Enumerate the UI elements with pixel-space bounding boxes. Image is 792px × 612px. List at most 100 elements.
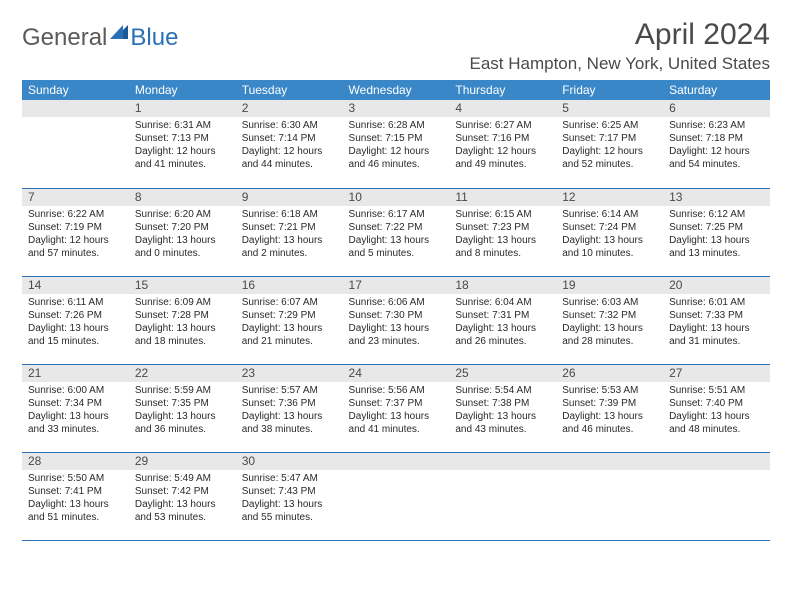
daylight-text: Daylight: 13 hours and 15 minutes. (28, 322, 123, 348)
calendar-day-cell: 28Sunrise: 5:50 AMSunset: 7:41 PMDayligh… (22, 452, 129, 540)
sunrise-text: Sunrise: 6:12 AM (669, 208, 764, 221)
daylight-text: Daylight: 13 hours and 0 minutes. (135, 234, 230, 260)
sunset-text: Sunset: 7:23 PM (455, 221, 550, 234)
sunrise-text: Sunrise: 6:25 AM (562, 119, 657, 132)
day-details: Sunrise: 6:18 AMSunset: 7:21 PMDaylight:… (236, 206, 343, 264)
sunset-text: Sunset: 7:42 PM (135, 485, 230, 498)
calendar-day-cell: 24Sunrise: 5:56 AMSunset: 7:37 PMDayligh… (343, 364, 450, 452)
day-details: Sunrise: 6:03 AMSunset: 7:32 PMDaylight:… (556, 294, 663, 352)
sunset-text: Sunset: 7:17 PM (562, 132, 657, 145)
day-details: Sunrise: 6:23 AMSunset: 7:18 PMDaylight:… (663, 117, 770, 175)
day-number: 4 (449, 100, 556, 117)
calendar-day-cell: 20Sunrise: 6:01 AMSunset: 7:33 PMDayligh… (663, 276, 770, 364)
sunset-text: Sunset: 7:26 PM (28, 309, 123, 322)
day-number: 19 (556, 277, 663, 294)
calendar-week-row: 28Sunrise: 5:50 AMSunset: 7:41 PMDayligh… (22, 452, 770, 540)
sunrise-text: Sunrise: 5:56 AM (349, 384, 444, 397)
sunset-text: Sunset: 7:30 PM (349, 309, 444, 322)
daylight-text: Daylight: 13 hours and 53 minutes. (135, 498, 230, 524)
day-details: Sunrise: 5:51 AMSunset: 7:40 PMDaylight:… (663, 382, 770, 440)
calendar-day-cell: 22Sunrise: 5:59 AMSunset: 7:35 PMDayligh… (129, 364, 236, 452)
calendar-day-cell: 11Sunrise: 6:15 AMSunset: 7:23 PMDayligh… (449, 188, 556, 276)
day-number: 26 (556, 365, 663, 382)
day-details: Sunrise: 5:59 AMSunset: 7:35 PMDaylight:… (129, 382, 236, 440)
day-number: 10 (343, 189, 450, 206)
daylight-text: Daylight: 13 hours and 48 minutes. (669, 410, 764, 436)
sunrise-text: Sunrise: 5:59 AM (135, 384, 230, 397)
sunset-text: Sunset: 7:25 PM (669, 221, 764, 234)
sunset-text: Sunset: 7:33 PM (669, 309, 764, 322)
calendar-body: 1Sunrise: 6:31 AMSunset: 7:13 PMDaylight… (22, 100, 770, 540)
day-number: 11 (449, 189, 556, 206)
day-number: 25 (449, 365, 556, 382)
sunset-text: Sunset: 7:39 PM (562, 397, 657, 410)
day-details: Sunrise: 5:49 AMSunset: 7:42 PMDaylight:… (129, 470, 236, 528)
daylight-text: Daylight: 12 hours and 57 minutes. (28, 234, 123, 260)
sunset-text: Sunset: 7:31 PM (455, 309, 550, 322)
sunrise-text: Sunrise: 6:17 AM (349, 208, 444, 221)
day-details: Sunrise: 6:06 AMSunset: 7:30 PMDaylight:… (343, 294, 450, 352)
calendar-day-cell: 12Sunrise: 6:14 AMSunset: 7:24 PMDayligh… (556, 188, 663, 276)
sunrise-text: Sunrise: 6:04 AM (455, 296, 550, 309)
day-number: 24 (343, 365, 450, 382)
sunset-text: Sunset: 7:36 PM (242, 397, 337, 410)
sunrise-text: Sunrise: 6:31 AM (135, 119, 230, 132)
sunset-text: Sunset: 7:13 PM (135, 132, 230, 145)
calendar-day-cell: 16Sunrise: 6:07 AMSunset: 7:29 PMDayligh… (236, 276, 343, 364)
calendar-day-cell: 26Sunrise: 5:53 AMSunset: 7:39 PMDayligh… (556, 364, 663, 452)
day-details: Sunrise: 6:15 AMSunset: 7:23 PMDaylight:… (449, 206, 556, 264)
calendar-day-cell (663, 452, 770, 540)
day-number: 18 (449, 277, 556, 294)
day-details: Sunrise: 6:12 AMSunset: 7:25 PMDaylight:… (663, 206, 770, 264)
day-number: 29 (129, 453, 236, 470)
day-number: 14 (22, 277, 129, 294)
sunset-text: Sunset: 7:15 PM (349, 132, 444, 145)
day-header: Thursday (449, 80, 556, 100)
day-details: Sunrise: 6:27 AMSunset: 7:16 PMDaylight:… (449, 117, 556, 175)
day-details: Sunrise: 6:00 AMSunset: 7:34 PMDaylight:… (22, 382, 129, 440)
day-number: 15 (129, 277, 236, 294)
logo-mark-icon (110, 25, 128, 39)
calendar-day-cell (22, 100, 129, 188)
day-details: Sunrise: 6:17 AMSunset: 7:22 PMDaylight:… (343, 206, 450, 264)
day-number: 30 (236, 453, 343, 470)
day-number (449, 453, 556, 470)
calendar-day-cell: 15Sunrise: 6:09 AMSunset: 7:28 PMDayligh… (129, 276, 236, 364)
day-number: 16 (236, 277, 343, 294)
calendar-day-cell: 3Sunrise: 6:28 AMSunset: 7:15 PMDaylight… (343, 100, 450, 188)
calendar-week-row: 21Sunrise: 6:00 AMSunset: 7:34 PMDayligh… (22, 364, 770, 452)
day-details: Sunrise: 6:28 AMSunset: 7:15 PMDaylight:… (343, 117, 450, 175)
day-header: Friday (556, 80, 663, 100)
day-number: 20 (663, 277, 770, 294)
sunrise-text: Sunrise: 5:50 AM (28, 472, 123, 485)
day-details: Sunrise: 5:56 AMSunset: 7:37 PMDaylight:… (343, 382, 450, 440)
sunrise-text: Sunrise: 5:53 AM (562, 384, 657, 397)
sunset-text: Sunset: 7:41 PM (28, 485, 123, 498)
daylight-text: Daylight: 12 hours and 54 minutes. (669, 145, 764, 171)
day-number: 17 (343, 277, 450, 294)
calendar-day-cell: 9Sunrise: 6:18 AMSunset: 7:21 PMDaylight… (236, 188, 343, 276)
day-number: 12 (556, 189, 663, 206)
day-number: 13 (663, 189, 770, 206)
sunset-text: Sunset: 7:29 PM (242, 309, 337, 322)
day-header: Wednesday (343, 80, 450, 100)
sunset-text: Sunset: 7:22 PM (349, 221, 444, 234)
sunset-text: Sunset: 7:37 PM (349, 397, 444, 410)
daylight-text: Daylight: 13 hours and 43 minutes. (455, 410, 550, 436)
day-number: 5 (556, 100, 663, 117)
day-number: 9 (236, 189, 343, 206)
calendar-week-row: 14Sunrise: 6:11 AMSunset: 7:26 PMDayligh… (22, 276, 770, 364)
calendar-day-cell (343, 452, 450, 540)
daylight-text: Daylight: 12 hours and 44 minutes. (242, 145, 337, 171)
daylight-text: Daylight: 12 hours and 52 minutes. (562, 145, 657, 171)
header: General Blue April 2024 East Hampton, Ne… (22, 18, 770, 74)
sunrise-text: Sunrise: 6:18 AM (242, 208, 337, 221)
day-number: 3 (343, 100, 450, 117)
day-details: Sunrise: 6:22 AMSunset: 7:19 PMDaylight:… (22, 206, 129, 264)
day-header: Saturday (663, 80, 770, 100)
sunrise-text: Sunrise: 6:03 AM (562, 296, 657, 309)
calendar-table: SundayMondayTuesdayWednesdayThursdayFrid… (22, 80, 770, 541)
sunrise-text: Sunrise: 6:07 AM (242, 296, 337, 309)
sunset-text: Sunset: 7:21 PM (242, 221, 337, 234)
calendar-day-cell: 25Sunrise: 5:54 AMSunset: 7:38 PMDayligh… (449, 364, 556, 452)
